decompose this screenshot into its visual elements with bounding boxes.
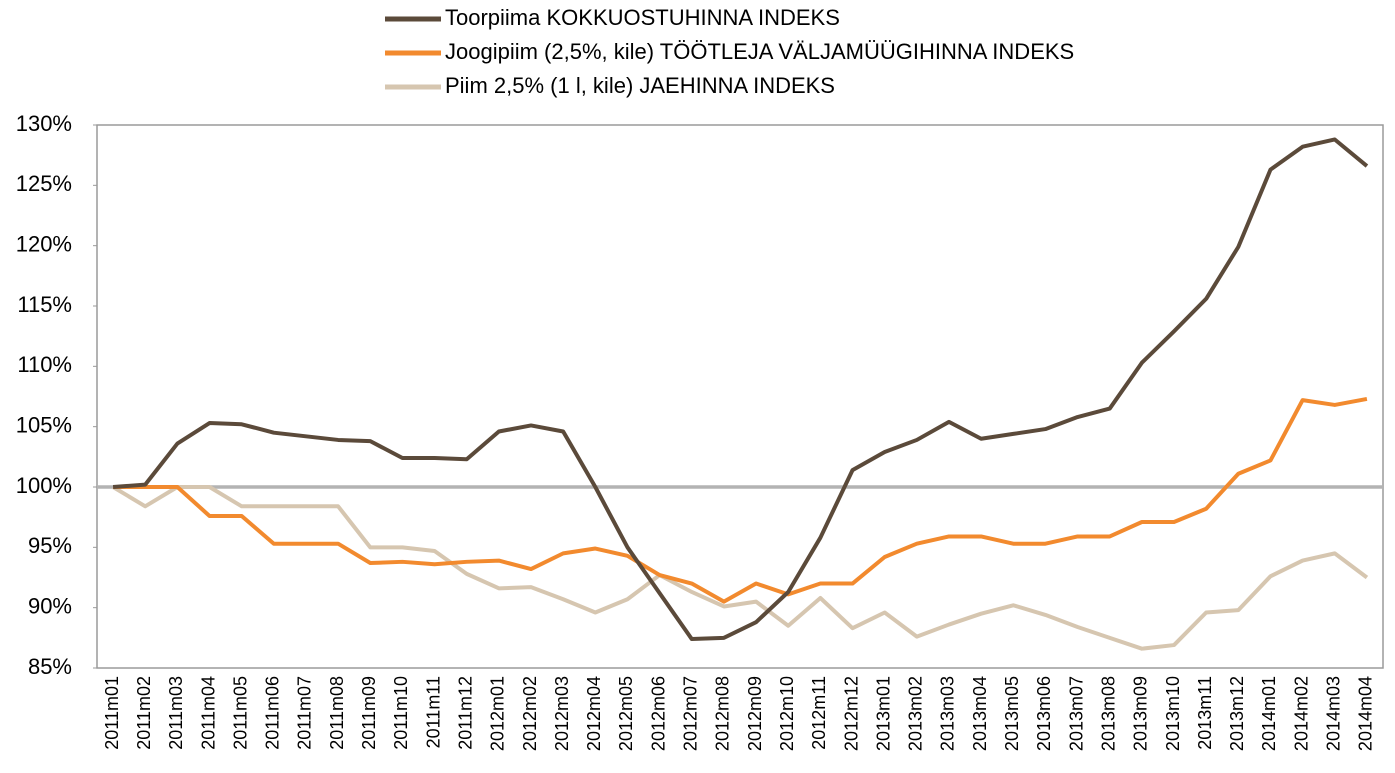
x-tick-label: 2011m07 xyxy=(295,676,315,750)
x-tick-label: 2013m08 xyxy=(1098,676,1118,751)
x-tick-label: 2011m04 xyxy=(198,676,218,750)
y-tick-label: 90% xyxy=(28,593,72,618)
x-tick-label: 2011m12 xyxy=(455,676,475,750)
x-tick-label: 2012m09 xyxy=(745,676,765,751)
x-tick-label: 2012m01 xyxy=(488,676,508,751)
legend-label: Piim 2,5% (1 l, kile) JAEHINNA INDEKS xyxy=(445,73,835,98)
y-tick-label: 125% xyxy=(16,171,72,196)
y-tick-label: 110% xyxy=(17,352,72,377)
x-tick-label: 2013m05 xyxy=(1002,676,1022,751)
x-tick-label: 2013m06 xyxy=(1034,676,1054,751)
y-tick-label: 85% xyxy=(28,654,72,679)
x-tick-label: 2013m11 xyxy=(1195,676,1215,750)
x-tick-label: 2011m02 xyxy=(134,676,154,750)
x-tick-label: 2012m06 xyxy=(648,676,668,751)
plot-area xyxy=(96,124,1384,669)
x-tick-label: 2014m03 xyxy=(1324,676,1344,751)
x-tick-label: 2012m10 xyxy=(777,676,797,751)
x-tick-label: 2014m04 xyxy=(1356,676,1376,751)
x-tick-label: 2011m11 xyxy=(423,676,443,748)
y-tick-label: 100% xyxy=(16,473,72,498)
series-line xyxy=(113,396,1368,604)
y-tick-label: 130% xyxy=(16,111,72,136)
x-tick-label: 2011m01 xyxy=(102,676,122,750)
legend-label: Joogipiim (2,5%, kile) TÖÖTLEJA VÄLJAMÜÜ… xyxy=(445,39,1074,64)
x-tick-label: 2014m02 xyxy=(1291,676,1311,751)
x-tick-label: 2013m09 xyxy=(1131,676,1151,751)
x-tick-label: 2013m01 xyxy=(873,676,893,751)
x-tick-label: 2012m04 xyxy=(584,676,604,751)
x-tick-label: 2013m04 xyxy=(970,676,990,751)
y-tick-label: 115% xyxy=(17,292,72,317)
x-tick-label: 2012m12 xyxy=(841,676,861,751)
y-tick-label: 95% xyxy=(28,533,72,558)
x-tick-label: 2013m10 xyxy=(1163,676,1183,751)
x-tick-label: 2011m09 xyxy=(359,676,379,750)
series-line xyxy=(112,137,1369,642)
x-tick-label: 2013m07 xyxy=(1066,676,1086,751)
x-tick-label: 2012m11 xyxy=(809,676,829,750)
legend-label: Toorpiima KOKKUOSTUHINNA INDEKS xyxy=(445,5,840,30)
x-tick-label: 2012m05 xyxy=(616,676,636,751)
x-tick-label: 2012m07 xyxy=(681,676,701,751)
y-tick-label: 120% xyxy=(16,231,72,256)
x-tick-label: 2011m03 xyxy=(166,676,186,750)
x-tick-label: 2011m06 xyxy=(263,676,283,750)
x-tick-label: 2011m05 xyxy=(230,676,250,750)
x-tick-label: 2011m10 xyxy=(391,676,411,750)
x-tick-label: 2011m08 xyxy=(327,676,347,750)
x-tick-label: 2013m02 xyxy=(906,676,926,751)
x-tick-label: 2013m03 xyxy=(938,676,958,751)
x-tick-label: 2012m03 xyxy=(552,676,572,751)
x-tick-label: 2014m01 xyxy=(1259,676,1279,751)
x-tick-label: 2013m12 xyxy=(1227,676,1247,751)
x-tick-label: 2012m08 xyxy=(713,676,733,751)
x-tick-label: 2012m02 xyxy=(520,676,540,751)
series-line xyxy=(112,485,1369,651)
y-tick-label: 105% xyxy=(16,412,72,437)
